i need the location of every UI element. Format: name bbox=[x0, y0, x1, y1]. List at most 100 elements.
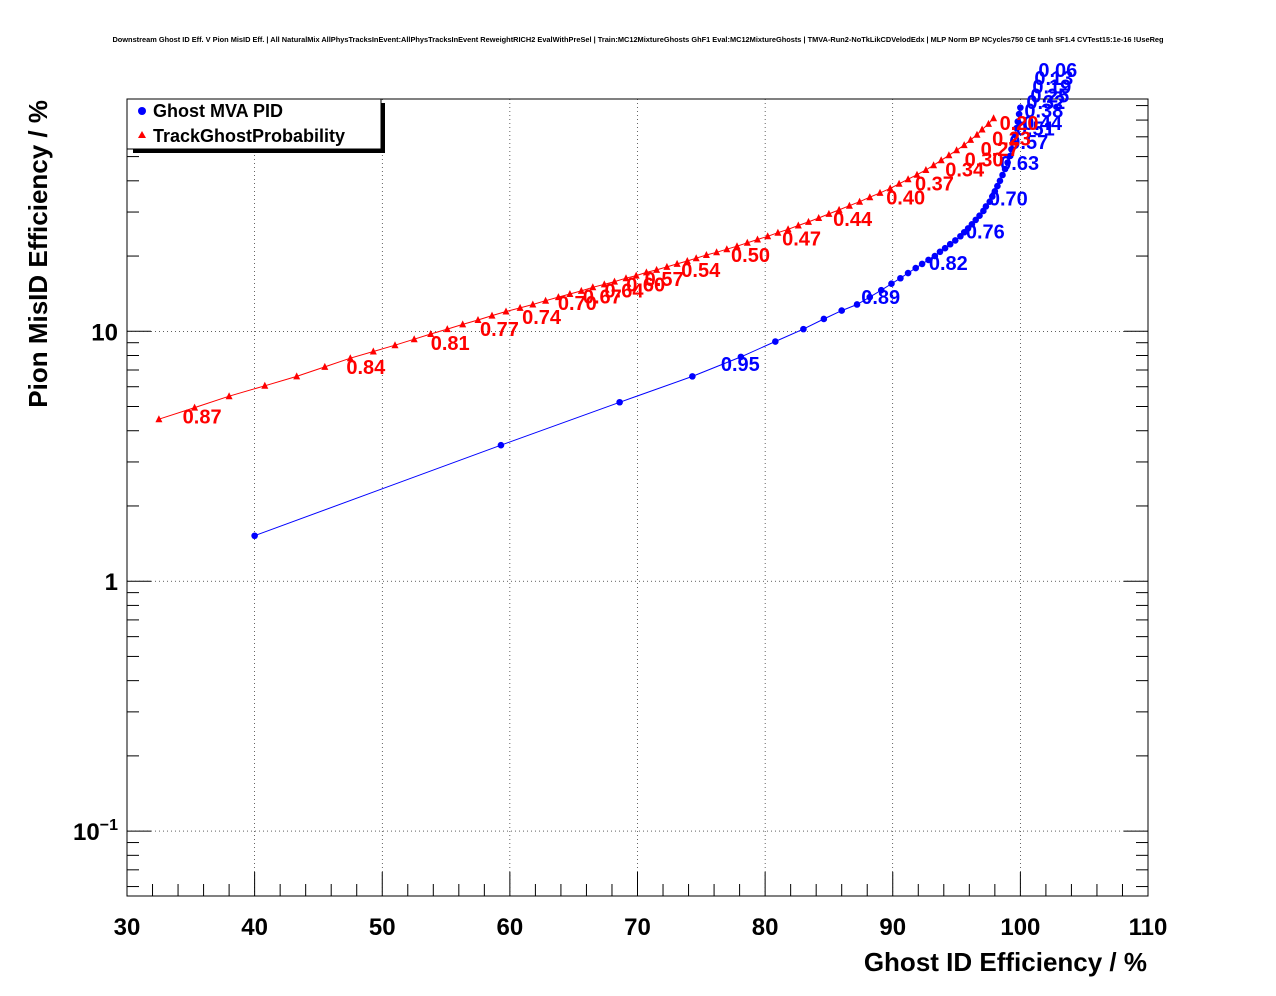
data-point bbox=[815, 214, 823, 221]
series-line-1 bbox=[158, 117, 994, 420]
data-point bbox=[937, 156, 945, 164]
data-point bbox=[996, 177, 1004, 185]
data-label: 0.84 bbox=[346, 357, 386, 379]
x-tick-label: 40 bbox=[241, 914, 268, 941]
data-point bbox=[985, 119, 992, 127]
data-label: 0.82 bbox=[929, 253, 968, 275]
data-point bbox=[733, 242, 741, 250]
data-point bbox=[856, 197, 864, 205]
data-label: 0.06 bbox=[1038, 60, 1077, 82]
x-tick-label: 60 bbox=[497, 914, 524, 941]
data-label: 0.54 bbox=[681, 260, 721, 282]
data-point bbox=[391, 341, 399, 349]
data-point bbox=[1011, 131, 1019, 139]
data-point bbox=[642, 268, 650, 276]
data-point bbox=[951, 237, 959, 244]
data-point bbox=[516, 303, 524, 311]
data-point bbox=[978, 125, 986, 133]
data-label: 0.50 bbox=[731, 245, 770, 267]
data-point bbox=[982, 203, 990, 210]
legend-box bbox=[126, 98, 382, 150]
data-point bbox=[225, 392, 233, 400]
y-axis-label: Pion MisID Efficiency / % bbox=[23, 100, 53, 408]
legend-marker-track-ghost-probability bbox=[138, 131, 146, 138]
data-label: 0.60 bbox=[626, 275, 665, 297]
legend: Ghost MVA PID TrackGhostProbability bbox=[126, 98, 385, 153]
data-point bbox=[689, 373, 696, 380]
data-point bbox=[973, 130, 981, 138]
data-point bbox=[866, 293, 874, 301]
data-point bbox=[737, 353, 745, 361]
data-label: 0.77 bbox=[480, 319, 519, 341]
data-point bbox=[577, 286, 585, 294]
data-label: 0.64 bbox=[605, 281, 645, 303]
grid bbox=[127, 99, 1148, 896]
data-point bbox=[925, 256, 932, 264]
data-point bbox=[529, 300, 537, 308]
data-point bbox=[692, 254, 700, 262]
data-point bbox=[772, 338, 779, 345]
data-point bbox=[497, 441, 505, 449]
data-point bbox=[542, 296, 550, 304]
data-point bbox=[941, 244, 949, 252]
data-label: 0.40 bbox=[886, 187, 925, 209]
data-point bbox=[988, 193, 996, 200]
data-point bbox=[853, 301, 861, 308]
data-label: 0.87 bbox=[183, 407, 222, 429]
data-point bbox=[1006, 152, 1014, 160]
data-point bbox=[663, 262, 671, 270]
data-point bbox=[653, 265, 661, 273]
data-label: 0.38 bbox=[1024, 101, 1063, 123]
point-labels: 0.950.890.820.760.700.630.570.510.440.38… bbox=[183, 60, 1078, 429]
data-point bbox=[936, 248, 944, 256]
data-point bbox=[904, 175, 912, 183]
data-point bbox=[825, 209, 833, 217]
data-point bbox=[805, 217, 812, 225]
data-point bbox=[155, 415, 163, 423]
data-point bbox=[488, 311, 496, 319]
data-point bbox=[794, 221, 802, 229]
chart-title: Downstream Ghost ID Eff. V Pion MisID Ef… bbox=[112, 35, 1164, 44]
data-point bbox=[999, 171, 1006, 179]
data-point bbox=[991, 188, 999, 195]
data-label: 0.57 bbox=[645, 269, 684, 291]
y-tick-label: 10−1 bbox=[73, 817, 118, 846]
data-point bbox=[876, 188, 884, 196]
data-point bbox=[774, 228, 782, 236]
plot-frame bbox=[126, 98, 1149, 897]
data-label: 0.67 bbox=[583, 286, 622, 308]
data-point bbox=[912, 264, 920, 272]
legend-label-ghost-mva-pid: Ghost MVA PID bbox=[153, 101, 283, 121]
data-point bbox=[1017, 104, 1024, 111]
data-point bbox=[866, 193, 874, 201]
x-tick-label: 110 bbox=[1129, 914, 1168, 941]
data-point bbox=[904, 269, 912, 277]
data-point bbox=[967, 135, 975, 143]
data-point bbox=[918, 260, 926, 268]
data-point bbox=[502, 307, 510, 315]
data-point bbox=[474, 316, 482, 323]
data-point bbox=[913, 170, 921, 178]
data-point bbox=[888, 280, 895, 288]
data-point bbox=[960, 141, 968, 149]
data-point bbox=[191, 403, 199, 411]
data-point bbox=[293, 372, 301, 380]
data-point bbox=[1004, 159, 1011, 166]
data-point bbox=[1001, 165, 1009, 173]
data-point bbox=[443, 325, 451, 333]
data-point bbox=[1015, 110, 1023, 118]
data-label: 0.19 bbox=[1032, 77, 1071, 99]
data-point bbox=[1013, 124, 1020, 132]
data-point bbox=[622, 274, 630, 282]
data-label: 0.13 bbox=[1034, 68, 1073, 90]
data-point bbox=[784, 225, 792, 233]
data-point bbox=[976, 212, 983, 220]
data-point bbox=[1008, 145, 1015, 153]
data-point bbox=[427, 330, 435, 337]
data-point bbox=[346, 354, 354, 362]
x-tick-label: 100 bbox=[1000, 914, 1040, 941]
x-tick-label: 90 bbox=[879, 914, 906, 941]
series-layer bbox=[155, 104, 1024, 540]
legend-marker-ghost-mva-pid bbox=[138, 107, 146, 115]
